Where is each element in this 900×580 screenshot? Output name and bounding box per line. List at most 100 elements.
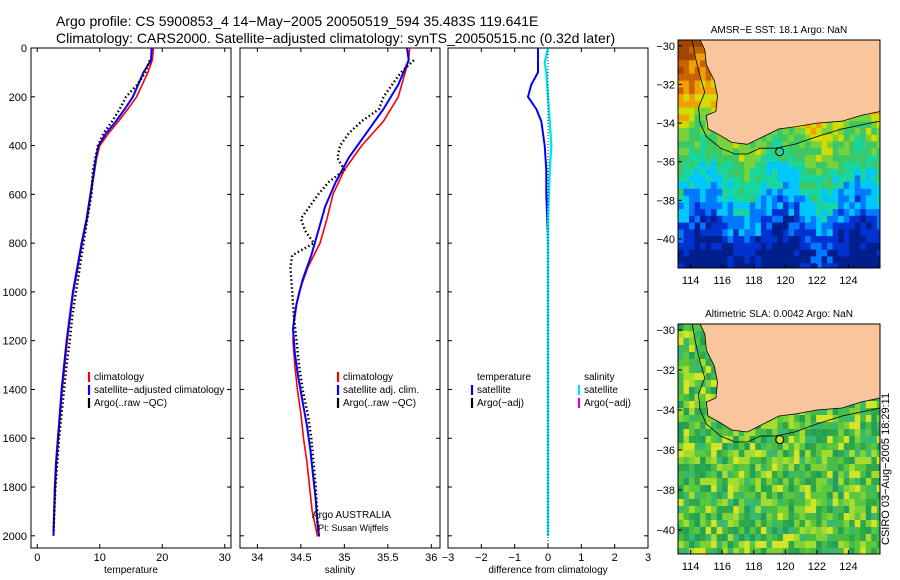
map-cell xyxy=(816,415,823,423)
map-cell xyxy=(771,182,778,190)
map-cell xyxy=(755,229,762,237)
map-cell xyxy=(700,471,707,479)
map-cell xyxy=(788,202,795,210)
map-cell xyxy=(788,534,795,542)
map-cell xyxy=(689,148,696,156)
map-cell xyxy=(849,249,856,257)
map-cell xyxy=(860,457,867,465)
map-cell xyxy=(821,513,828,521)
map-cell xyxy=(805,134,812,143)
map-cell xyxy=(871,450,878,458)
map-cell xyxy=(711,464,718,472)
map-cell xyxy=(865,548,872,554)
map-cell xyxy=(843,443,850,451)
map-cell xyxy=(816,527,823,535)
map-cell xyxy=(700,478,707,486)
map-cell xyxy=(832,492,839,500)
map-cell xyxy=(860,541,867,549)
map-cell xyxy=(827,229,834,237)
map-cell xyxy=(799,478,806,486)
map-cell xyxy=(678,229,685,237)
map-cell xyxy=(871,401,878,409)
map-cell xyxy=(705,471,712,479)
map-cell xyxy=(794,520,801,528)
map-cell xyxy=(782,202,789,210)
map-cell xyxy=(733,175,740,183)
map-cell xyxy=(716,236,723,244)
map-cell xyxy=(871,464,878,472)
map-y-tick-label-sst: −34 xyxy=(656,118,675,130)
map-cell xyxy=(694,222,701,230)
map-cell xyxy=(711,100,718,109)
map-cell xyxy=(843,429,850,437)
map-cell xyxy=(849,527,856,535)
map-cell xyxy=(694,450,701,458)
map-cell xyxy=(760,161,767,170)
map-cell xyxy=(832,471,839,479)
map-cell xyxy=(727,229,734,237)
map-cell xyxy=(722,161,729,170)
map-cell xyxy=(849,408,856,416)
map-cell xyxy=(777,520,784,528)
map-cell xyxy=(871,222,878,230)
map-cell xyxy=(816,464,823,472)
map-cell xyxy=(744,527,751,535)
map-cell xyxy=(722,450,729,458)
map-cell xyxy=(678,94,685,102)
map-cell xyxy=(827,478,834,486)
map-cell xyxy=(832,236,839,244)
map-cell xyxy=(689,499,696,507)
map-cell xyxy=(849,457,856,465)
map-cell xyxy=(733,236,740,244)
map-cell xyxy=(876,506,880,514)
map-cell xyxy=(827,534,834,542)
map-cell xyxy=(805,175,812,183)
y-tick-label-depth: 1200 xyxy=(3,336,27,348)
map-cell xyxy=(766,443,773,451)
map-cell xyxy=(821,527,828,535)
map-cell xyxy=(700,168,707,176)
map-cell xyxy=(744,429,751,437)
map-cell xyxy=(716,548,723,554)
map-cell xyxy=(749,527,756,535)
map-cell xyxy=(689,114,696,122)
map-cell xyxy=(727,478,734,486)
map-cell xyxy=(711,366,718,374)
map-cell xyxy=(749,464,756,472)
map-cell xyxy=(782,236,789,244)
map-cell xyxy=(805,471,812,479)
map-cell xyxy=(871,408,878,416)
map-cell xyxy=(683,415,690,423)
map-cell xyxy=(700,127,707,136)
map-cell xyxy=(838,182,845,190)
map-cell xyxy=(700,141,707,149)
map-cell xyxy=(678,415,685,423)
map-cell xyxy=(689,188,696,197)
map-cell xyxy=(810,222,817,230)
series-line-satellite-sal xyxy=(292,48,410,536)
map-cell xyxy=(771,127,778,136)
map-cell xyxy=(711,422,718,430)
map-cell xyxy=(705,457,712,465)
map-cell xyxy=(832,182,839,190)
map-cell xyxy=(744,485,751,493)
map-cell xyxy=(843,548,850,554)
map-cell xyxy=(838,506,845,514)
map-cell xyxy=(727,492,734,500)
map-cell xyxy=(733,161,740,170)
map-cell xyxy=(694,485,701,493)
map-cell xyxy=(678,67,685,75)
map-cell xyxy=(843,436,850,444)
map-cell xyxy=(755,457,762,465)
map-cell xyxy=(871,127,878,136)
map-cell xyxy=(794,422,801,430)
map-cell xyxy=(832,256,839,264)
map-cell xyxy=(760,263,767,268)
map-cell xyxy=(733,188,740,197)
map-cell xyxy=(854,168,861,176)
map-cell xyxy=(738,222,745,230)
map-cell xyxy=(689,263,696,268)
map-cell xyxy=(854,175,861,183)
map-cell xyxy=(854,114,861,122)
map-cell xyxy=(827,443,834,451)
